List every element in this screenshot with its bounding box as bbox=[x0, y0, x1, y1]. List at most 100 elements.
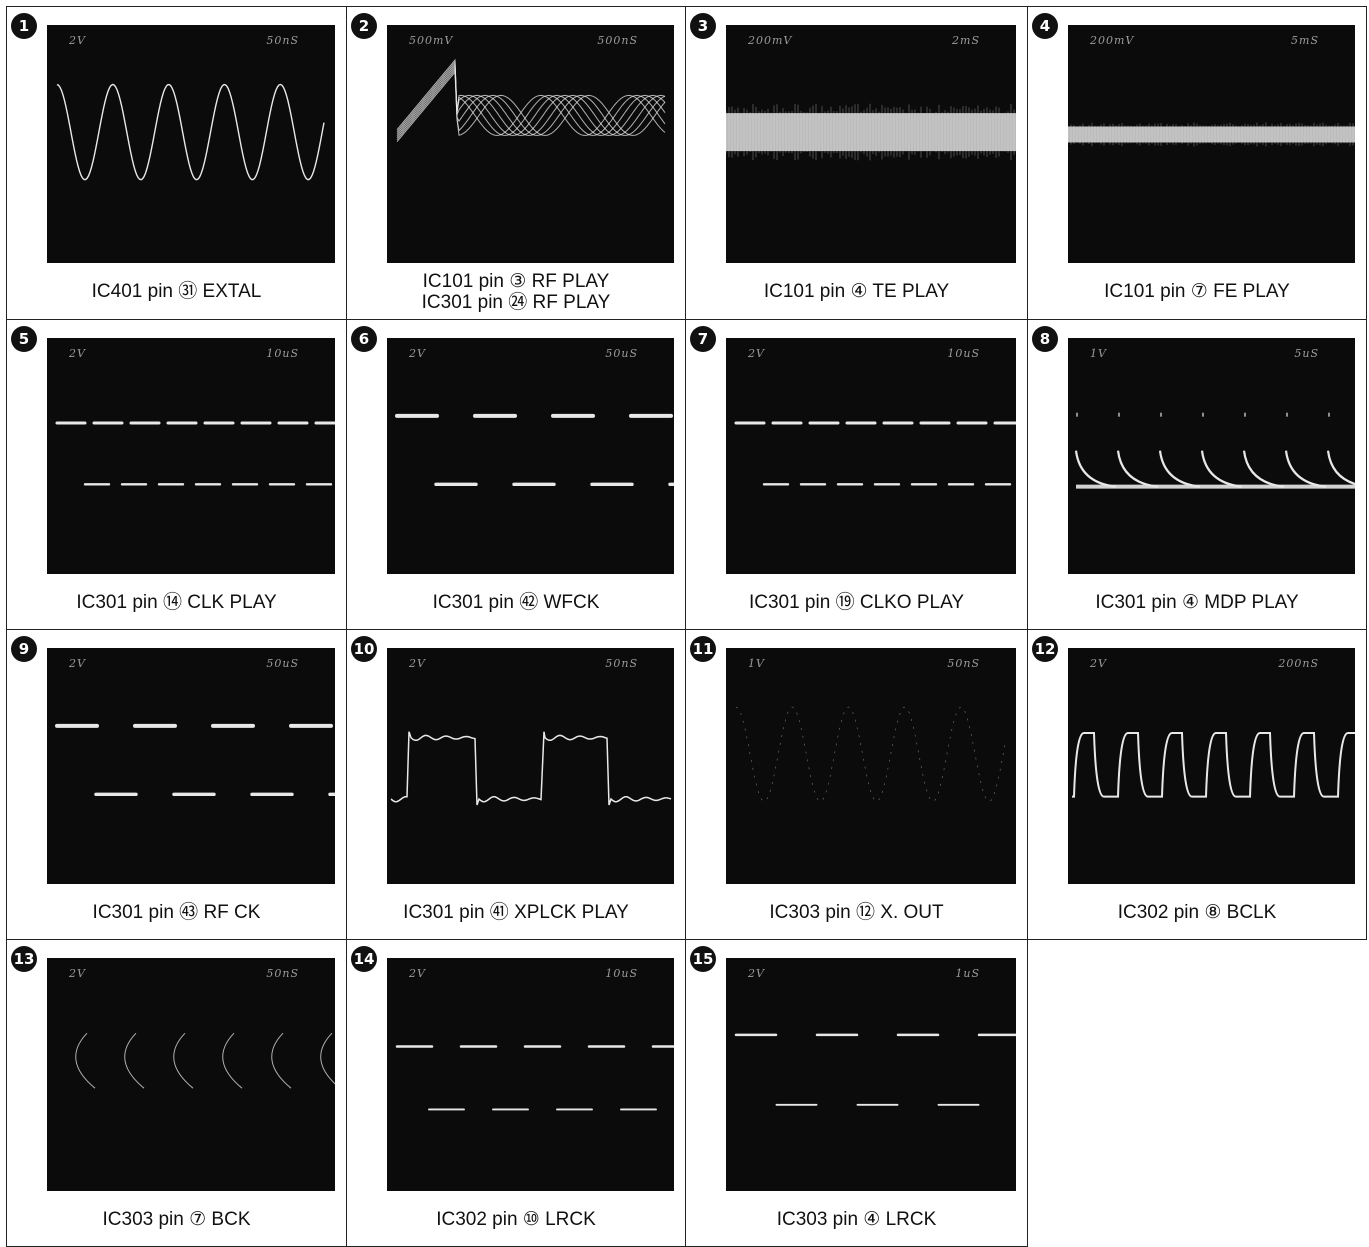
panel-number-badge: 7 bbox=[690, 326, 716, 352]
time-per-div-label: 50uS bbox=[605, 347, 638, 360]
waveform-trace bbox=[57, 726, 335, 794]
caption-line: IC401 pin ㉛ EXTAL bbox=[7, 281, 346, 302]
caption-line: IC301 pin ㊸ RF CK bbox=[7, 902, 346, 923]
caption-line: IC101 pin ④ TE PLAY bbox=[686, 281, 1027, 302]
oscilloscope-screen: 2V 1uS bbox=[726, 958, 1016, 1191]
waveform-panel: 2 500mV 500nS IC101 pin ③ RF PLAY IC301 pin … bbox=[346, 6, 686, 320]
oscilloscope-screen: 2V 50nS bbox=[47, 958, 335, 1191]
waveform-panel: 10 2V 50nS IC301 pin ㊶ XPLCK PLAY bbox=[346, 629, 686, 940]
panel-caption: IC301 pin ⑲ CLKO PLAY bbox=[686, 592, 1027, 613]
waveform-panel: 1 2V 50nS IC401 pin ㉛ EXTAL bbox=[6, 6, 347, 320]
waveform-trace bbox=[391, 732, 671, 805]
waveform-grid: 1 2V 50nS IC401 pin ㉛ EXTAL 2 500mV 500nS IC101… bbox=[6, 6, 1366, 1246]
oscilloscope-screen: 2V 50nS bbox=[47, 25, 335, 263]
time-per-div-label: 5uS bbox=[1294, 347, 1319, 360]
waveform-plot bbox=[726, 25, 1016, 263]
caption-line: IC301 pin ㊷ WFCK bbox=[347, 592, 685, 613]
panel-number-badge: 5 bbox=[11, 326, 37, 352]
oscilloscope-screen: 2V 50uS bbox=[387, 338, 674, 574]
waveform-panel: 6 2V 50uS IC301 pin ㊷ WFCK bbox=[346, 319, 686, 630]
waveform-plot bbox=[47, 25, 335, 263]
caption-line: IC301 pin ㊶ XPLCK PLAY bbox=[347, 902, 685, 923]
volts-per-div-label: 500mV bbox=[409, 34, 453, 47]
waveform-plot bbox=[726, 958, 1016, 1191]
panel-number-badge: 4 bbox=[1032, 13, 1058, 39]
time-per-div-label: 500nS bbox=[597, 34, 638, 47]
panel-number-badge: 9 bbox=[11, 636, 37, 662]
time-per-div-label: 10uS bbox=[947, 347, 980, 360]
waveform-trace bbox=[397, 1047, 674, 1110]
volts-per-div-label: 1V bbox=[748, 657, 765, 670]
panel-number-badge: 8 bbox=[1032, 326, 1058, 352]
waveform-plot bbox=[726, 648, 1016, 884]
volts-per-div-label: 2V bbox=[409, 347, 426, 360]
oscilloscope-screen: 2V 50nS bbox=[387, 648, 674, 884]
caption-line: IC303 pin ⑫ X. OUT bbox=[686, 902, 1027, 923]
caption-line: IC301 pin ㉔ RF PLAY bbox=[347, 292, 685, 313]
panel-caption: IC301 pin ⑭ CLK PLAY bbox=[7, 592, 346, 613]
panel-caption: IC301 pin ㊶ XPLCK PLAY bbox=[347, 902, 685, 923]
waveform-trace bbox=[397, 60, 665, 142]
time-per-div-label: 2mS bbox=[952, 34, 980, 47]
waveform-plot bbox=[47, 338, 335, 574]
panel-caption: IC303 pin ⑫ X. OUT bbox=[686, 902, 1027, 923]
waveform-plot bbox=[387, 958, 674, 1191]
waveform-trace bbox=[1076, 413, 1355, 487]
time-per-div-label: 5mS bbox=[1291, 34, 1319, 47]
caption-line: IC101 pin ⑦ FE PLAY bbox=[1028, 281, 1366, 302]
caption-line: IC303 pin ⑦ BCK bbox=[7, 1209, 346, 1230]
time-per-div-label: 10uS bbox=[266, 347, 299, 360]
waveform-panel: 12 2V 200nS IC302 pin ⑧ BCLK bbox=[1027, 629, 1367, 940]
waveform-trace bbox=[726, 104, 1016, 161]
panel-caption: IC302 pin ⑧ BCLK bbox=[1028, 902, 1366, 923]
oscilloscope-screen: 2V 10uS bbox=[726, 338, 1016, 574]
caption-line: IC301 pin ④ MDP PLAY bbox=[1028, 592, 1366, 613]
panel-number-badge: 13 bbox=[11, 946, 37, 972]
waveform-trace bbox=[76, 1033, 335, 1088]
waveform-panel: 15 2V 1uS IC303 pin ④ LRCK bbox=[685, 939, 1028, 1247]
panel-number-badge: 1 bbox=[11, 13, 37, 39]
panel-caption: IC303 pin ⑦ BCK bbox=[7, 1209, 346, 1230]
oscilloscope-screen: 1V 50nS bbox=[726, 648, 1016, 884]
panel-caption: IC101 pin ③ RF PLAY IC301 pin ㉔ RF PLAY bbox=[347, 271, 685, 313]
waveform-plot bbox=[47, 648, 335, 884]
panel-number-badge: 15 bbox=[690, 946, 716, 972]
waveform-trace bbox=[1068, 122, 1355, 146]
panel-caption: IC101 pin ④ TE PLAY bbox=[686, 281, 1027, 302]
caption-line: IC101 pin ③ RF PLAY bbox=[347, 271, 685, 292]
volts-per-div-label: 2V bbox=[69, 347, 86, 360]
time-per-div-label: 200nS bbox=[1278, 657, 1319, 670]
waveform-trace bbox=[736, 1035, 1016, 1105]
oscilloscope-screen: 500mV 500nS bbox=[387, 25, 674, 263]
volts-per-div-label: 1V bbox=[1090, 347, 1107, 360]
panel-number-badge: 2 bbox=[351, 13, 377, 39]
time-per-div-label: 50nS bbox=[947, 657, 980, 670]
panel-caption: IC301 pin ㊸ RF CK bbox=[7, 902, 346, 923]
waveform-trace bbox=[57, 423, 335, 484]
volts-per-div-label: 2V bbox=[748, 347, 765, 360]
caption-line: IC303 pin ④ LRCK bbox=[686, 1209, 1027, 1230]
panel-number-badge: 10 bbox=[351, 636, 377, 662]
waveform-plot bbox=[1068, 338, 1355, 574]
waveform-plot bbox=[47, 958, 335, 1191]
panel-number-badge: 3 bbox=[690, 13, 716, 39]
panel-number-badge: 12 bbox=[1032, 636, 1058, 662]
volts-per-div-label: 200mV bbox=[1090, 34, 1134, 47]
volts-per-div-label: 2V bbox=[69, 34, 86, 47]
caption-line: IC301 pin ⑲ CLKO PLAY bbox=[686, 592, 1027, 613]
panel-caption: IC302 pin ⑩ LRCK bbox=[347, 1209, 685, 1230]
waveform-trace bbox=[1072, 733, 1355, 797]
waveform-panel: 7 2V 10uS IC301 pin ⑲ CLKO PLAY bbox=[685, 319, 1028, 630]
waveform-panel: 13 2V 50nS IC303 pin ⑦ BCK bbox=[6, 939, 347, 1247]
time-per-div-label: 50nS bbox=[605, 657, 638, 670]
waveform-panel: 14 2V 10uS IC302 pin ⑩ LRCK bbox=[346, 939, 686, 1247]
time-per-div-label: 50uS bbox=[266, 657, 299, 670]
waveform-panel: 8 1V 5uS IC301 pin ④ MDP PLAY bbox=[1027, 319, 1367, 630]
waveform-plot bbox=[387, 338, 674, 574]
panel-number-badge: 6 bbox=[351, 326, 377, 352]
volts-per-div-label: 2V bbox=[409, 967, 426, 980]
panel-caption: IC301 pin ㊷ WFCK bbox=[347, 592, 685, 613]
oscilloscope-screen: 200mV 2mS bbox=[726, 25, 1016, 263]
waveform-panel: 3 200mV 2mS IC101 pin ④ TE PLAY bbox=[685, 6, 1028, 320]
waveform-trace bbox=[736, 707, 1006, 801]
